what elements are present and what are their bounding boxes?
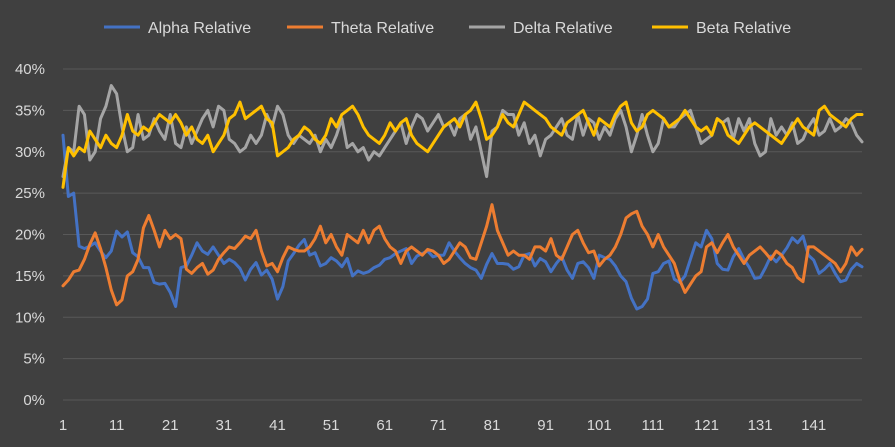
legend-label-alpha-relative: Alpha Relative bbox=[148, 20, 251, 37]
legend-label-theta-relative: Theta Relative bbox=[331, 20, 434, 37]
x-tick-label: 1 bbox=[59, 417, 67, 434]
y-tick-label: 40% bbox=[15, 61, 45, 78]
x-tick-label: 101 bbox=[587, 417, 612, 434]
x-tick-label: 121 bbox=[694, 417, 719, 434]
y-tick-label: 15% bbox=[15, 268, 45, 285]
series-lines bbox=[61, 84, 864, 311]
legend-label-beta-relative: Beta Relative bbox=[696, 20, 791, 37]
x-tick-label: 81 bbox=[484, 417, 501, 434]
y-tick-label: 0% bbox=[23, 392, 45, 409]
x-tick-label: 31 bbox=[216, 417, 233, 434]
x-tick-label: 91 bbox=[537, 417, 554, 434]
x-tick-label: 111 bbox=[641, 417, 664, 434]
y-tick-label: 30% bbox=[15, 144, 45, 161]
x-tick-label: 11 bbox=[109, 417, 125, 434]
series-line-beta-relative bbox=[61, 100, 864, 189]
y-tick-label: 20% bbox=[15, 227, 45, 244]
series-line-theta-relative bbox=[61, 203, 864, 307]
x-tick-label: 71 bbox=[430, 417, 447, 434]
y-tick-label: 35% bbox=[15, 102, 45, 119]
y-tick-label: 5% bbox=[23, 351, 45, 368]
y-tick-label: 10% bbox=[15, 309, 45, 326]
horizontal-gridlines bbox=[63, 68, 862, 401]
x-tick-label: 51 bbox=[323, 417, 340, 434]
x-tick-label: 21 bbox=[162, 417, 179, 434]
x-tick-label: 61 bbox=[376, 417, 393, 434]
legend: Alpha Relative Theta Relative Delta Relati… bbox=[104, 20, 791, 37]
x-tick-label: 41 bbox=[269, 417, 286, 434]
x-tick-label: 141 bbox=[801, 417, 826, 434]
y-tick-label: 25% bbox=[15, 185, 45, 202]
legend-label-delta-relative: Delta Relative bbox=[513, 20, 613, 37]
x-tick-label: 131 bbox=[748, 417, 773, 434]
x-axis-tick-labels: 1 11 21 31 41 51 61 71 81 91 101 111 121 131 141 bbox=[59, 417, 826, 434]
series-line-alpha-relative bbox=[61, 133, 864, 311]
series-line-delta-relative bbox=[61, 84, 864, 179]
y-axis-tick-labels: 0% 5% 10% 15% 20% 25% 30% 35% 40% bbox=[15, 61, 45, 409]
